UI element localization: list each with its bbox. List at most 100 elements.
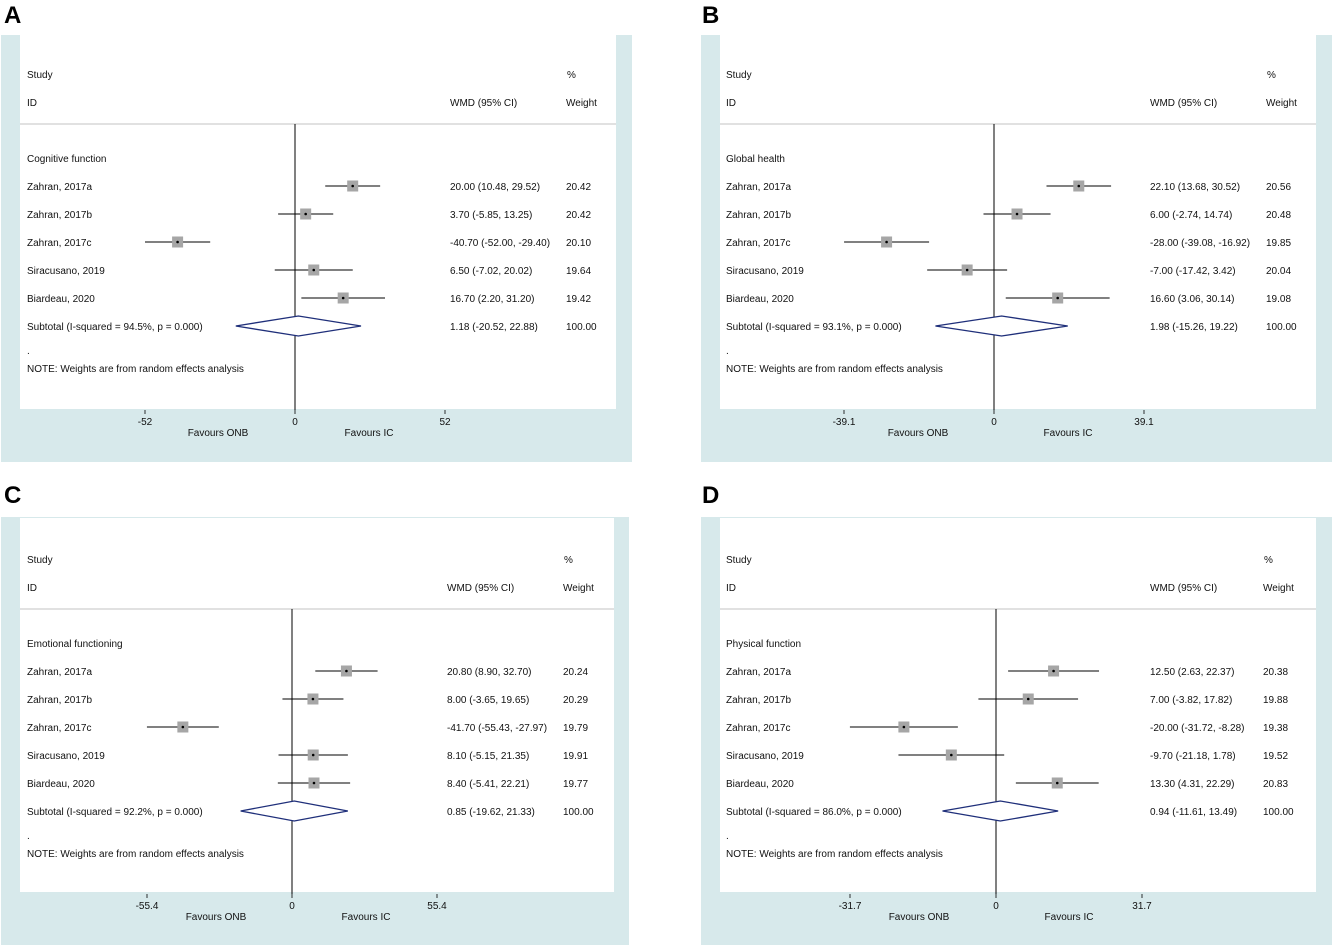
subtotal-label: Subtotal (I-squared = 92.2%, p = 0.000) (27, 807, 203, 818)
study-weight: 20.10 (566, 238, 591, 249)
study-weight: 19.79 (563, 723, 588, 734)
header-percent: % (567, 70, 576, 81)
forest-panel-b: Study ID WMD (95% CI)% Weight Global health Z… (720, 34, 1316, 439)
subtotal-diamond (942, 800, 1059, 822)
study-id: Zahran, 2017c (27, 723, 92, 734)
axis-tick-label: 52 (439, 417, 451, 428)
header-id: ID (726, 98, 736, 109)
header-id: ID (27, 583, 37, 594)
point-estimate (1055, 781, 1059, 785)
point-estimate (181, 725, 185, 729)
study-weight: 19.91 (563, 751, 588, 762)
point-estimate (312, 781, 316, 785)
point-estimate (965, 268, 969, 272)
subtotal-weight: 100.00 (566, 322, 597, 333)
axis-tick-label: 39.1 (1134, 417, 1154, 428)
study-id: Zahran, 2017c (726, 723, 791, 734)
header-weight: Weight (1266, 98, 1297, 109)
study-ci-text: -28.00 (-39.08, -16.92) (1150, 238, 1250, 249)
study-weight: 19.52 (1263, 751, 1288, 762)
study-id: Zahran, 2017b (27, 695, 92, 706)
study-row: Zahran, 2017c -41.70 (-55.43, -27.97) 19.7… (27, 721, 588, 734)
study-id: Siracusano, 2019 (726, 266, 804, 277)
study-weight: 19.38 (1263, 723, 1288, 734)
group-label: Emotional functioning (27, 639, 123, 650)
subtotal-ci-text: 0.85 (-19.62, 21.33) (447, 807, 535, 818)
forest-panel-a: Study ID WMD (95% CI)% Weight Cognitive func… (20, 34, 616, 439)
favours-left-label: Favours ONB (188, 428, 249, 439)
favours-left-label: Favours ONB (186, 912, 247, 923)
study-id: Zahran, 2017c (726, 238, 791, 249)
study-id: Siracusano, 2019 (27, 751, 105, 762)
study-ci-text: -7.00 (-17.42, 3.42) (1150, 266, 1236, 277)
study-row: Zahran, 2017a 22.10 (13.68, 30.52) 20.56 (726, 180, 1291, 193)
study-row: Zahran, 2017c -20.00 (-31.72, -8.28) 19.38 (726, 721, 1288, 734)
forest-panel-c: Study ID WMD (95% CI)% Weight Emotional func… (20, 518, 614, 923)
subtotal-diamond (240, 800, 348, 822)
study-id: Siracusano, 2019 (726, 751, 804, 762)
study-ci-text: 8.10 (-5.15, 21.35) (447, 751, 529, 762)
study-row: Biardeau, 2020 13.30 (4.31, 22.29) 20.83 (726, 777, 1288, 790)
study-ci-text: 13.30 (4.31, 22.29) (1150, 779, 1235, 790)
panel-letter-d: D (702, 482, 720, 509)
study-weight: 19.88 (1263, 695, 1288, 706)
point-estimate (1077, 184, 1081, 188)
study-weight: 19.64 (566, 266, 591, 277)
header-weight: Weight (566, 98, 597, 109)
study-row: Zahran, 2017a 20.00 (10.48, 29.52) 20.42 (27, 180, 591, 193)
axis-tick-label: 55.4 (427, 901, 447, 912)
study-weight: 20.42 (566, 182, 591, 193)
subtotal-ci-text: 1.98 (-15.26, 19.22) (1150, 322, 1238, 333)
axis-tick-label: 0 (993, 901, 999, 912)
subtotal-label: Subtotal (I-squared = 86.0%, p = 0.000) (726, 807, 902, 818)
study-id: Zahran, 2017a (27, 182, 92, 193)
note-text: NOTE: Weights are from random effects an… (27, 849, 244, 860)
study-ci-text: 20.00 (10.48, 29.52) (450, 182, 540, 193)
study-id: Zahran, 2017b (27, 210, 92, 221)
subtotal-ci-text: 0.94 (-11.61, 13.49) (1150, 807, 1237, 818)
study-row: Siracusano, 2019 6.50 (-7.02, 20.02) 19.64 (27, 264, 591, 277)
point-estimate (341, 296, 345, 300)
panel-letter-a: A (4, 2, 22, 29)
study-weight: 19.08 (1266, 294, 1291, 305)
axis-tick-label: 0 (991, 417, 997, 428)
header-effect: WMD (95% CI) (447, 583, 514, 594)
header-study: Study (726, 555, 752, 566)
header-id: ID (726, 583, 736, 594)
subtotal-diamond (235, 315, 362, 337)
study-id: Zahran, 2017b (726, 210, 791, 221)
point-estimate (1026, 697, 1030, 701)
header-study: Study (726, 70, 752, 81)
subtotal-weight: 100.00 (563, 807, 594, 818)
study-weight: 20.56 (1266, 182, 1291, 193)
favours-left-label: Favours ONB (888, 428, 949, 439)
axis-tick-label: -39.1 (833, 417, 856, 428)
point-estimate (1015, 212, 1019, 216)
study-weight: 20.24 (563, 667, 588, 678)
header-effect: WMD (95% CI) (450, 98, 517, 109)
study-weight: 20.48 (1266, 210, 1291, 221)
plot-area (20, 518, 614, 892)
note-text: NOTE: Weights are from random effects an… (726, 364, 943, 375)
point-estimate (312, 268, 316, 272)
axis-tick-label: -31.7 (839, 901, 862, 912)
study-row: Biardeau, 2020 16.60 (3.06, 30.14) 19.08 (726, 292, 1291, 305)
study-ci-text: 3.70 (-5.85, 13.25) (450, 210, 532, 221)
plot-area (720, 518, 1316, 892)
header-study: Study (27, 555, 53, 566)
subtotal-label: Subtotal (I-squared = 93.1%, p = 0.000) (726, 322, 902, 333)
forest-panel-d: Study ID WMD (95% CI)% Weight Physical funct… (720, 518, 1316, 923)
point-estimate (950, 753, 953, 757)
study-id: Biardeau, 2020 (27, 779, 95, 790)
study-row: Zahran, 2017c -28.00 (-39.08, -16.92) 19.8… (726, 236, 1291, 249)
study-row: Zahran, 2017b 3.70 (-5.85, 13.25) 20.42 (27, 208, 591, 221)
axis-tick-label: -52 (138, 417, 153, 428)
note-text: NOTE: Weights are from random effects an… (27, 364, 244, 375)
study-weight: 20.29 (563, 695, 588, 706)
study-row: Siracusano, 2019 -7.00 (-17.42, 3.42) 20.0… (726, 264, 1291, 277)
study-ci-text: 16.60 (3.06, 30.14) (1150, 294, 1235, 305)
study-ci-text: 8.40 (-5.41, 22.21) (447, 779, 529, 790)
study-ci-text: 6.50 (-7.02, 20.02) (450, 266, 532, 277)
study-weight: 19.77 (563, 779, 588, 790)
panel-letter-c: C (4, 482, 22, 509)
